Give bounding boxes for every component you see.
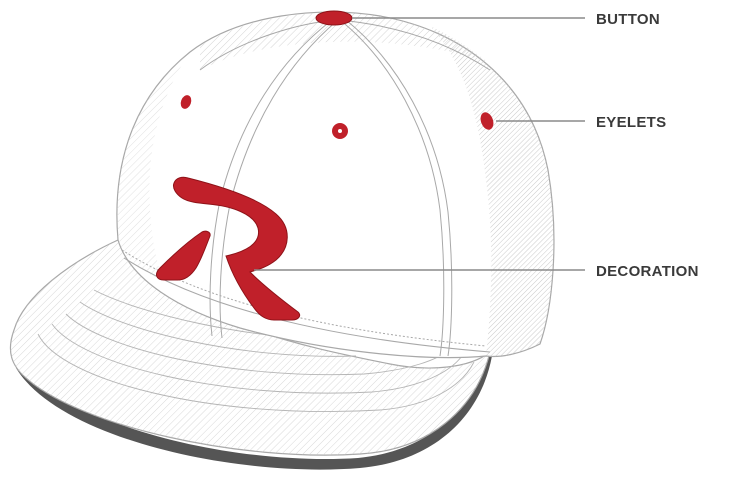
r-logo-decoration — [156, 176, 301, 321]
eyelet-left — [180, 95, 192, 109]
button-marker — [315, 10, 353, 26]
brim-shadow — [16, 356, 492, 470]
brim-hatching — [10, 240, 490, 456]
crown-side-panel-left — [116, 52, 190, 282]
label-button: BUTTON — [596, 11, 660, 28]
label-decoration: DECORATION — [596, 263, 699, 280]
eyelet-center-hole — [338, 129, 342, 133]
label-eyelets: EYELETS — [596, 114, 666, 131]
crown-side-panel-right — [430, 26, 554, 357]
crown-top-panel — [200, 12, 488, 70]
eyelet-right — [480, 112, 494, 130]
eyelets — [180, 95, 494, 139]
callout-lines — [254, 17, 585, 271]
